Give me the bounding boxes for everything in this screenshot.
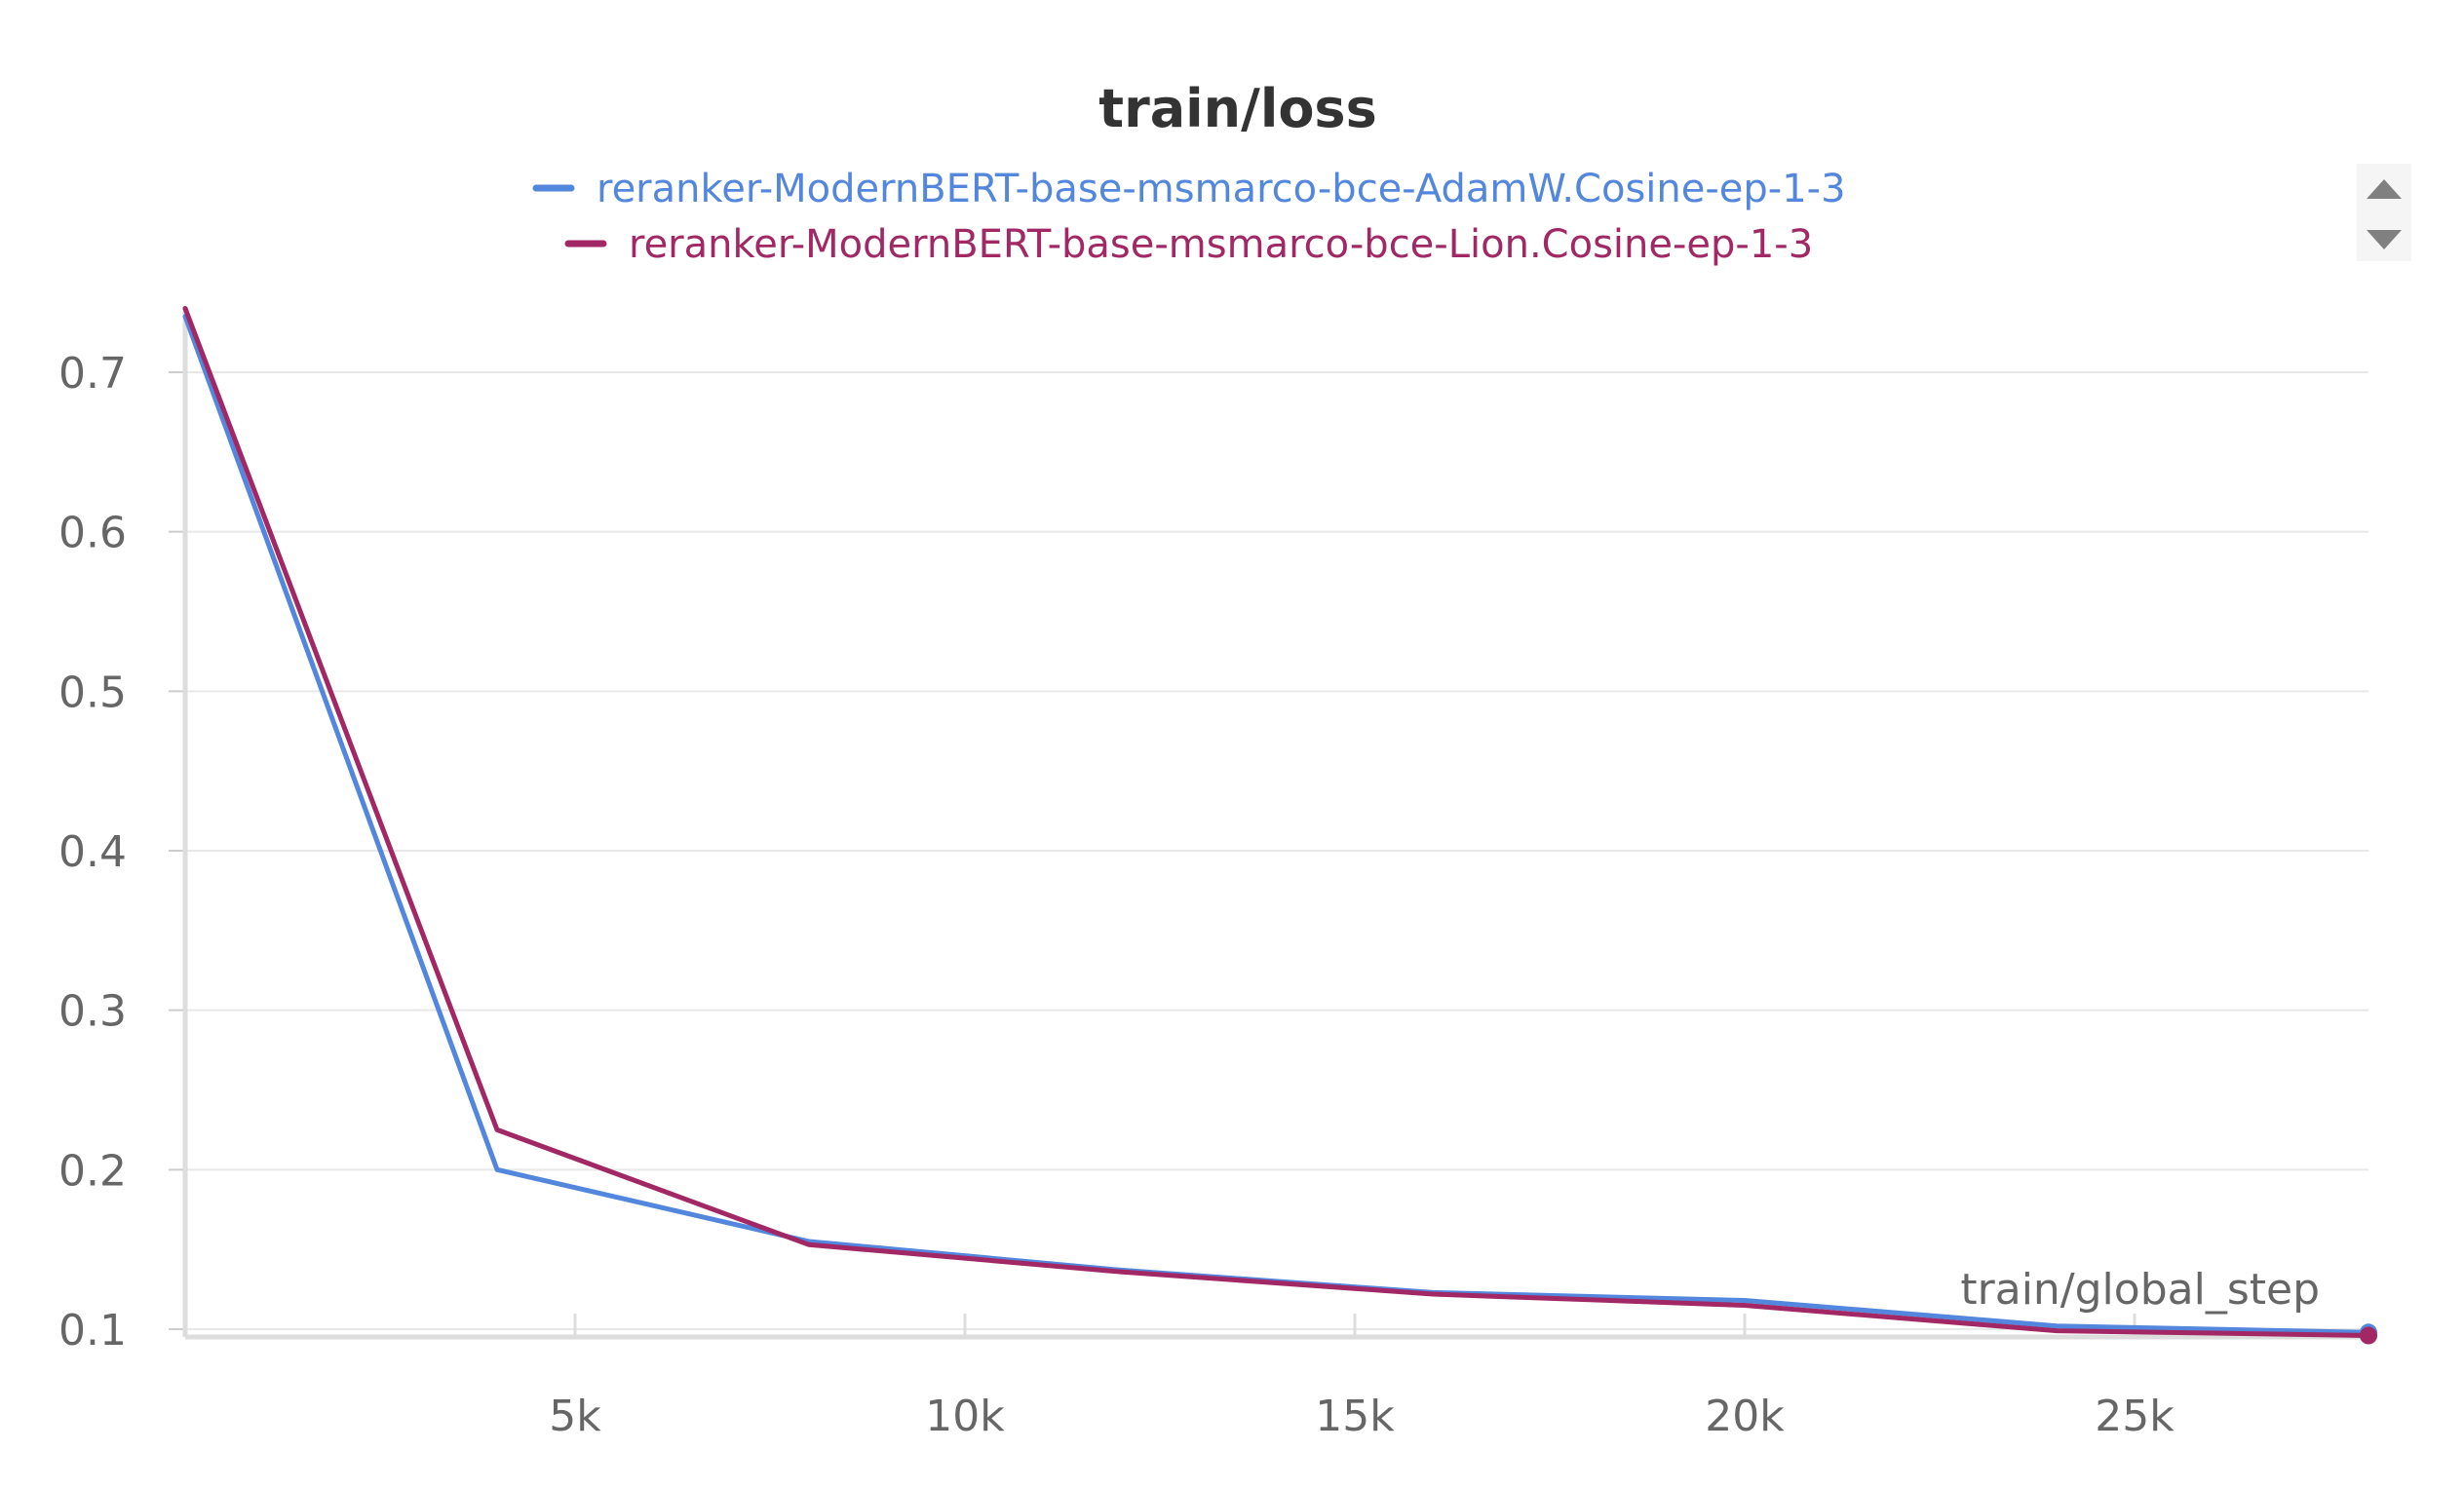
x-tick-label-2: 15k <box>1315 1392 1395 1441</box>
legend: reranker-ModernBERT-base-msmarco-bce-Ada… <box>532 167 1846 267</box>
axes <box>169 307 2368 1340</box>
legend-label-adamw: reranker-ModernBERT-base-msmarco-bce-Ada… <box>597 167 1846 211</box>
series-end-point-1 <box>2360 1326 2377 1345</box>
x-tick-label-3: 20k <box>1705 1392 1785 1441</box>
series-lines <box>182 306 2377 1345</box>
y-tick-label-1: 0.2 <box>58 1146 127 1196</box>
legend-item-lion[interactable]: reranker-ModernBERT-base-msmarco-bce-Lio… <box>564 222 1813 267</box>
legend-scroll-down-icon[interactable] <box>2367 230 2402 249</box>
tick-labels: 0.1 0.2 0.3 0.4 0.5 0.6 0.7 5k 10k 15k 20k 25k <box>58 349 2175 1441</box>
y-tick-label-5: 0.6 <box>58 509 127 558</box>
y-tick-label-0: 0.1 <box>58 1306 127 1355</box>
legend-item-adamw[interactable]: reranker-ModernBERT-base-msmarco-bce-Ada… <box>532 167 1846 211</box>
x-tick-label-1: 10k <box>925 1392 1005 1441</box>
legend-label-lion: reranker-ModernBERT-base-msmarco-bce-Lio… <box>629 222 1813 267</box>
x-tick-label-4: 25k <box>2095 1392 2175 1441</box>
y-tick-label-3: 0.4 <box>58 827 127 877</box>
x-tick-label-0: 5k <box>549 1392 601 1441</box>
y-tick-label-4: 0.5 <box>58 668 127 717</box>
y-tick-label-6: 0.7 <box>58 349 127 399</box>
gridlines <box>185 371 2368 1330</box>
legend-scroll-controls <box>2357 164 2411 261</box>
series-line-0 <box>182 314 2371 1335</box>
legend-scroll-up-icon[interactable] <box>2367 179 2402 199</box>
series-line-1 <box>182 306 2371 1338</box>
chart-title: train/loss <box>1098 78 1376 139</box>
y-tick-label-2: 0.3 <box>58 987 127 1037</box>
x-axis-title: train/global_step <box>1960 1265 2320 1315</box>
